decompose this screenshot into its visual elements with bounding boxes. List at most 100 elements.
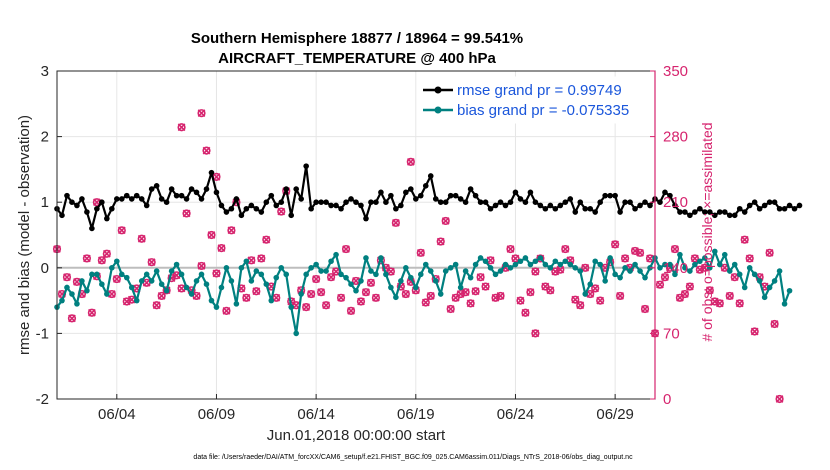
rmse-point [492, 202, 499, 209]
rmse-point [692, 209, 698, 215]
right-y-axis-ticks: 0 70 140 210 280 350 [650, 63, 688, 408]
obs-marker-assimilated [307, 290, 316, 298]
bias-point [427, 268, 434, 274]
rmse-point [796, 202, 803, 209]
bias-point [452, 261, 459, 268]
obs-marker-assimilated [83, 254, 91, 263]
obs-marker-possible [526, 288, 535, 297]
rmse-point [607, 192, 613, 199]
obs-marker-possible [740, 235, 749, 244]
legend: rmse grand pr = 0.99749 bias grand pr = … [418, 76, 652, 124]
bias-point [263, 281, 270, 288]
rmse-point [512, 189, 519, 196]
obs-marker-possible [262, 235, 271, 244]
right-y-tick-label: 0 [663, 391, 671, 408]
left-y-axis-label: rmse and bias (model - observation) [16, 115, 33, 355]
rmse-point [662, 189, 668, 196]
plot-area [57, 71, 655, 399]
bias-point [84, 287, 90, 294]
obs-marker-assimilated [202, 146, 211, 155]
right-y-tick-label: 140 [663, 260, 688, 277]
bias-point [557, 261, 564, 268]
obs-marker-possible [541, 282, 550, 291]
obs-marker-possible [112, 274, 121, 284]
obs-marker-assimilated [730, 273, 739, 282]
bias-point [94, 271, 100, 278]
bias-point [442, 268, 449, 274]
rmse-series [54, 163, 803, 232]
bias-point [368, 268, 374, 274]
rmse-point [348, 196, 354, 202]
obs-marker-possible [536, 254, 545, 263]
obs-marker-assimilated [142, 278, 151, 287]
rmse-point [602, 192, 608, 199]
bias-point [422, 261, 429, 268]
bias-point [403, 265, 409, 271]
obs-marker-possible [685, 282, 694, 291]
bias-point [118, 271, 125, 278]
rmse-point [323, 199, 329, 205]
rmse-point [383, 199, 389, 205]
rmse-point [682, 209, 688, 215]
obs-marker-assimilated [63, 273, 71, 282]
bias-point [248, 278, 255, 284]
obs-marker-assimilated [486, 256, 495, 265]
bias-point [163, 287, 170, 294]
bias-point [323, 268, 329, 274]
obs-marker-assimilated [272, 293, 281, 302]
rmse-point [502, 202, 509, 209]
bias-point [273, 274, 280, 281]
rmse-point [133, 192, 140, 199]
rmse-point [109, 205, 115, 212]
obs-marker-possible [277, 207, 286, 216]
bias-point [168, 268, 175, 274]
rmse-point [328, 202, 334, 209]
bias-point [99, 281, 105, 288]
obs-marker-assimilated [152, 301, 161, 310]
rmse-point [731, 212, 738, 219]
obs-marker-assimilated [357, 297, 365, 306]
obs-marker-assimilated [416, 248, 425, 257]
obs-marker-assimilated [546, 286, 555, 295]
obs-marker-assimilated [775, 395, 784, 403]
bias-point [158, 281, 165, 288]
bias-point [198, 271, 205, 278]
bias-point [582, 291, 589, 297]
rmse-point [178, 192, 185, 199]
bias-point [527, 261, 534, 268]
bias-point [682, 265, 688, 271]
legend-rmse-label: rmse grand pr = 0.99749 [457, 82, 622, 99]
bias-point [472, 261, 479, 268]
obs-marker-possible [521, 308, 530, 317]
x-tick-label: 06/09 [198, 406, 236, 423]
obs-marker-outlier-assimilated [177, 123, 186, 132]
obs-marker-outlier-assimilated [197, 109, 206, 118]
obs-marker-possible [421, 298, 430, 307]
bias-point [627, 268, 633, 274]
bias-point [288, 304, 295, 310]
right-y-tick-label: 70 [663, 325, 680, 342]
rmse-point [79, 196, 85, 202]
bias-point [522, 255, 529, 261]
obs-marker-assimilated [68, 314, 76, 323]
obs-marker-assimilated [441, 217, 450, 225]
bias-point [537, 255, 544, 261]
obs-marker-assimilated [745, 254, 754, 263]
bias-point [507, 265, 514, 271]
left-y-tick-label: 0 [41, 260, 49, 277]
obs-marker-assimilated [352, 277, 360, 285]
rmse-point [592, 209, 598, 215]
obs-marker-assimilated [347, 307, 355, 315]
obs-marker-possible [446, 304, 455, 314]
obs-marker-possible [660, 273, 670, 282]
obs-marker-possible [341, 244, 351, 254]
rmse-point [632, 205, 638, 212]
chart-title-line1: Southern Hemisphere 18877 / 18964 = 99.5… [191, 30, 523, 47]
bias-point [432, 278, 439, 284]
obs-marker-possible [87, 308, 96, 317]
obs-marker-possible [227, 226, 236, 235]
bias-point [746, 265, 753, 271]
obs-marker-assimilated [337, 293, 345, 302]
obs-marker-assimilated [192, 292, 201, 300]
bias-point [467, 274, 474, 281]
